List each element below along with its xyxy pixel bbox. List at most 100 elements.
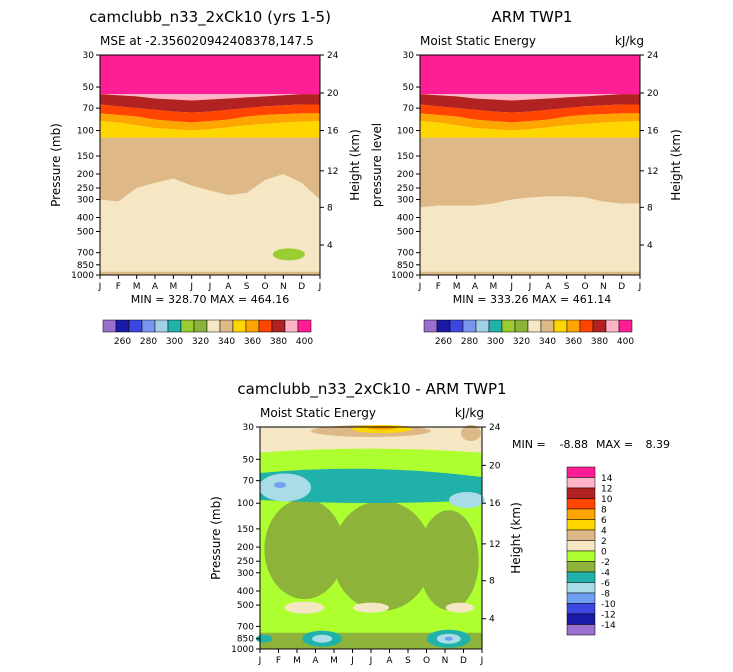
x-tick-label: A [545,282,552,292]
panel-model-subtitle: MSE at -2.356020942408378,147.5 [100,34,314,48]
y-tick-label: 850 [397,261,414,271]
colorbar-swatch [271,319,286,333]
colorbar-diff-swatch [566,508,596,520]
colorbar-label: 380 [270,337,287,347]
x-tick-label: A [312,656,319,666]
x-tick-label: J [98,282,102,292]
colorbar-label: 300 [166,337,183,347]
x-tick-label: A [386,656,393,666]
x-tick-label: J [258,656,262,666]
y-tick-label: 150 [77,152,94,162]
height-tick-label: 4 [489,615,495,625]
y-tick-label: 300 [237,569,254,579]
colorbar-label: 280 [461,337,478,347]
y-tick-label: 200 [77,170,94,180]
y-tick-label: 50 [83,83,95,93]
diff-neg8-blob [274,482,286,489]
colorbar-diff-swatch [566,477,596,489]
diff-neg2-blob [332,500,433,611]
colorbar-swatch [232,319,247,333]
y-tick-label: 700 [397,249,414,259]
diff-pos0-low-mid [353,602,389,613]
colorbar-diff-label: 8 [601,506,607,516]
x-tick-label: D [618,282,625,292]
height-tick-label: 4 [327,241,333,251]
y-tick-label: 200 [237,543,254,553]
diff-neg4-band [260,468,482,503]
colorbar-label: 320 [192,337,209,347]
panel-model-stats: MIN = 328.70 MAX = 464.16 [131,293,289,306]
colorbar-diff-swatch [566,498,596,510]
x-tick-label: A [152,282,159,292]
field-380 [100,94,320,113]
colorbar-swatch [245,319,260,333]
x-tick-label: J [509,282,513,292]
panel-diff-max-label: MAX = [596,438,633,451]
x-tick-label: J [318,282,322,292]
diff-neg6-surface [312,634,333,643]
y-tick-label: 700 [237,622,254,632]
colorbar-diff-swatch [566,561,596,573]
field-320-blob [272,248,305,261]
colorbar-label: 260 [435,337,452,347]
height-tick-label: 12 [489,540,500,550]
panel-diff-ylabel: Pressure (mb) [209,496,223,580]
field-360 [100,113,320,131]
colorbar-swatch [501,319,516,333]
y-tick-label: 100 [77,127,94,137]
x-tick-label: D [298,282,305,292]
x-tick-label: M [133,282,141,292]
x-tick-label: M [489,282,497,292]
panel-diff-units: kJ/kg [455,406,484,420]
height-tick-label: 20 [489,461,501,471]
panel-diff-title: camclubb_n33_2xCk10 - ARM TWP1 [237,380,506,399]
panel-model-title: camclubb_n33_2xCk10 (yrs 1-5) [89,8,331,27]
field-370 [100,104,320,123]
colorbar-diff-label: 10 [601,495,613,505]
field-340-surface [420,271,640,275]
x-tick-label: M [330,656,338,666]
colorbar-swatch [219,319,234,333]
diff-pos0-low-right [445,602,474,613]
colorbar-model: 260 280 300 320 340 360 380 400 [102,319,313,347]
y-tick-label: 150 [397,152,414,162]
height-tick-label: 12 [647,167,658,177]
panel-diff-min-label: MIN = [512,438,546,451]
colorbar-swatch [297,319,312,333]
colorbar-label: 300 [487,337,504,347]
x-tick-label: J [418,282,422,292]
x-tick-label: F [116,282,121,292]
colorbar-swatch [258,319,273,333]
field-390 [420,94,640,101]
colorbar-swatch [141,319,156,333]
x-tick-label: D [460,656,467,666]
x-tick-label: M [453,282,461,292]
field-340 [100,136,320,202]
colorbar-swatch [193,319,208,333]
x-tick-label: N [600,282,607,292]
x-tick-label: O [423,656,430,666]
colorbar-swatch [579,319,594,333]
colorbar-diff-swatch [566,613,596,625]
colorbar-swatch [128,319,143,333]
y-tick-label: 300 [77,195,94,205]
colorbar-obs: 260 280 300 320 340 360 380 400 [423,319,634,347]
field-340-surface [100,271,320,275]
x-tick-label: F [436,282,441,292]
field-400 [100,55,320,95]
colorbar-diff-label: 2 [601,537,607,547]
colorbar-swatch [462,319,477,333]
panel-obs-subtitle: Moist Static Energy [420,34,536,48]
colorbar-diff-label: -12 [601,611,616,621]
colorbar-diff-label: -10 [601,600,616,610]
x-tick-label: J [208,282,212,292]
height-tick-label: 24 [647,51,659,61]
colorbar-label: 340 [218,337,235,347]
panel-model-ylabel-right: Height (km) [348,129,362,200]
panel-obs-ylabel: pressure level [370,123,384,207]
colorbar-swatch [284,319,299,333]
